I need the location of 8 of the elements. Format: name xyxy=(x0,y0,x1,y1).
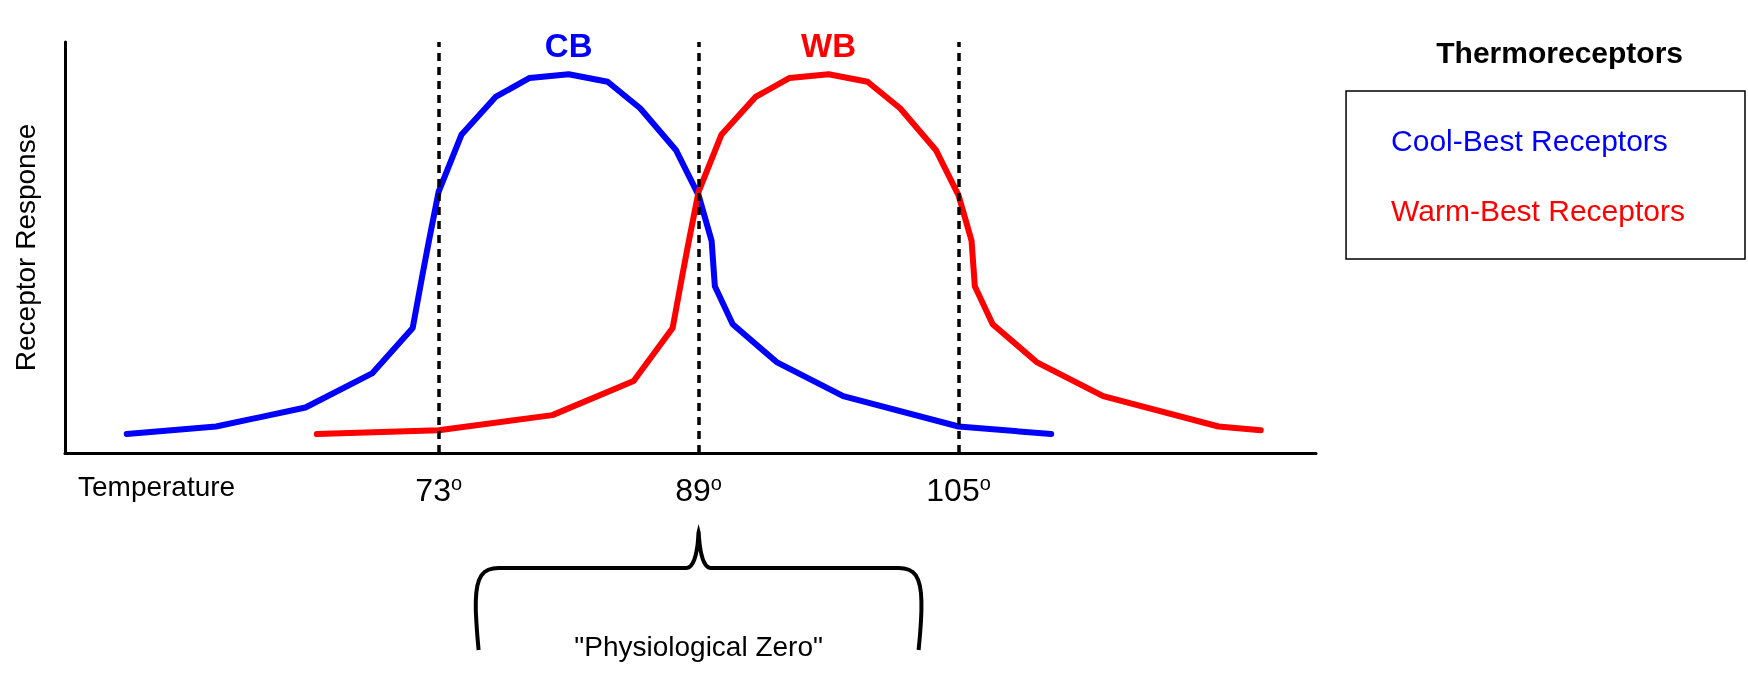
x-axis-title: Temperature xyxy=(78,470,236,502)
text: Cool-Best Receptors xyxy=(1391,123,1668,157)
text: CB xyxy=(544,27,593,65)
text: "Physiological Zero" xyxy=(574,631,823,662)
text: WB xyxy=(801,27,857,65)
y-axis-title: Receptor Response xyxy=(9,123,41,372)
text: Warm-Best Receptors xyxy=(1391,193,1685,227)
legend-title: Thermoreceptors xyxy=(1436,35,1684,69)
